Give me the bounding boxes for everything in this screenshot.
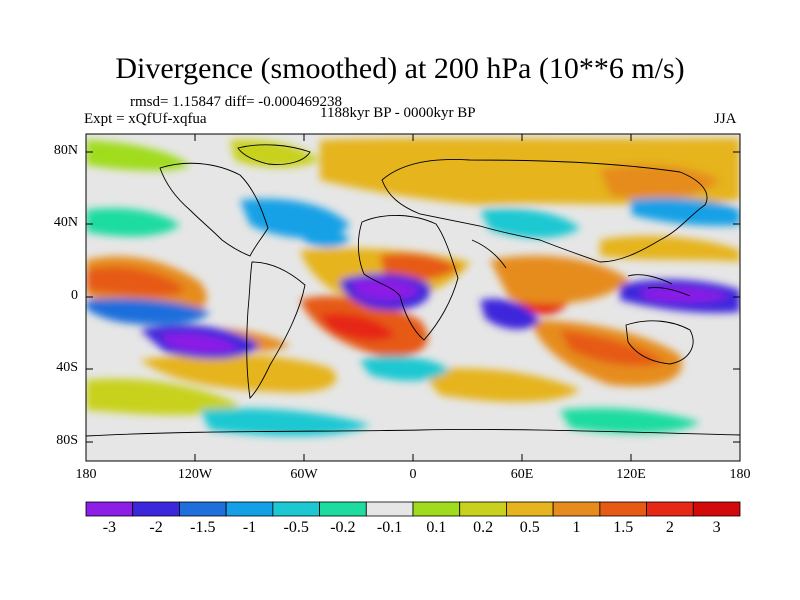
x-tick-label: 0 [409, 467, 417, 482]
divergence-field [86, 134, 740, 461]
colorbar-label: -1 [242, 519, 257, 536]
y-tick-label: 0 [71, 288, 78, 303]
colorbar-swatch [646, 501, 694, 517]
colorbar-swatch [692, 501, 741, 517]
colorbar-swatch [365, 501, 414, 517]
y-tick-label: 80S [56, 433, 78, 448]
divergence-contours [86, 138, 740, 437]
coastlines [86, 144, 740, 437]
x-tick-label: 180 [729, 467, 751, 482]
colorbar-swatch [132, 501, 180, 517]
colorbar-label: -1.5 [190, 519, 216, 536]
colorbar-swatch [412, 501, 461, 517]
colorbar-swatch [319, 501, 367, 517]
colorbar-label: 2 [665, 519, 674, 536]
colorbar-label: 1 [572, 519, 581, 536]
x-tick-label: 120E [616, 467, 646, 482]
colorbar-swatch [506, 501, 554, 517]
y-tick-label: 40N [53, 215, 78, 230]
period-label: 1188kyr BP - 0000kyr BP [320, 105, 476, 121]
colorbar-label: -0.2 [330, 519, 356, 536]
map-title: Divergence (smoothed) at 200 hPa (10**6 … [115, 52, 685, 85]
colorbar [85, 501, 741, 517]
y-tick-label: 80N [53, 143, 78, 158]
colorbar-label: -2 [149, 519, 163, 536]
colorbar-swatch [459, 501, 507, 517]
colorbar-label: 1.5 [613, 519, 634, 536]
colorbar-label: 0.1 [426, 519, 447, 536]
stats-line: rmsd= 1.15847 diff= -0.000469238 [130, 94, 343, 110]
colorbar-label: -3 [102, 519, 117, 536]
experiment-label: Expt = xQfUf-xqfua [84, 111, 207, 127]
x-tick-label: 60E [510, 467, 534, 482]
colorbar-label: -0.1 [376, 519, 403, 536]
colorbar-swatch [85, 501, 134, 517]
colorbar-swatch [599, 501, 647, 517]
colorbar-label: 0.5 [519, 519, 540, 536]
colorbar-swatch [179, 501, 227, 517]
x-tick-label: 60W [290, 467, 318, 482]
x-tick-label: 120W [177, 467, 213, 482]
y-tick-label: 40S [56, 360, 78, 375]
colorbar-label: -0.5 [283, 519, 309, 536]
colorbar-swatch [225, 501, 274, 517]
colorbar-swatch [272, 501, 320, 517]
colorbar-swatch [552, 501, 601, 517]
x-tick-label: 180 [75, 467, 97, 482]
colorbar-label: 3 [712, 519, 721, 536]
axis-ticks [86, 134, 740, 461]
season-label: JJA [714, 111, 737, 127]
colorbar-label: 0.2 [473, 519, 494, 536]
